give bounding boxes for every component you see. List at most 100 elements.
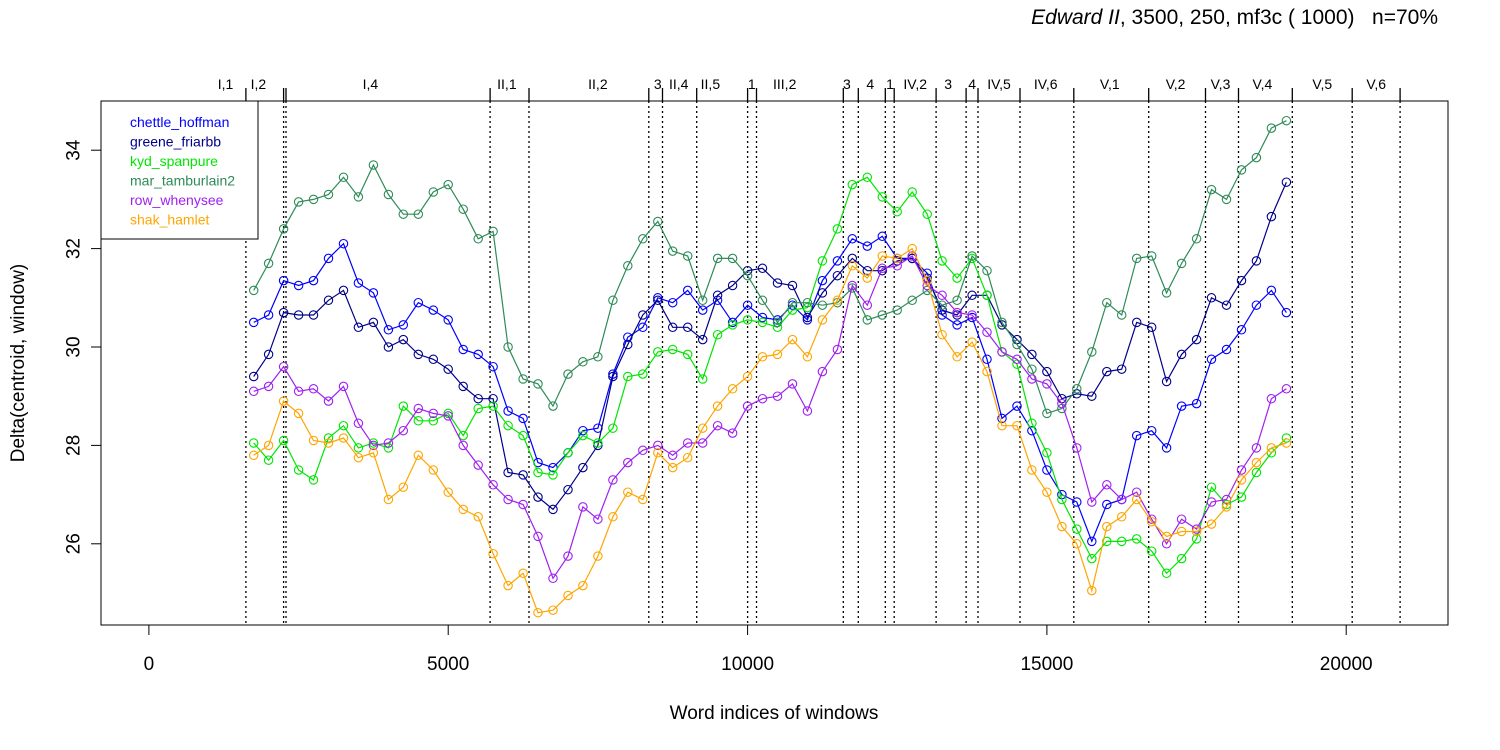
- data-point: [308, 475, 319, 485]
- data-point: [1012, 401, 1022, 411]
- data-point: [1161, 568, 1172, 579]
- data-point: [1176, 401, 1187, 411]
- data-point: [742, 371, 753, 382]
- data-point: [862, 315, 873, 325]
- data-point: [308, 384, 319, 394]
- data-point: [1206, 354, 1217, 365]
- data-point: [473, 512, 483, 522]
- series-line: [253, 255, 1287, 580]
- data-point: [1236, 275, 1247, 286]
- data-point: [787, 334, 798, 345]
- scene-label: I,4: [363, 76, 379, 92]
- data-point: [1102, 499, 1112, 510]
- data-point: [1176, 349, 1187, 360]
- data-point: [1206, 482, 1217, 492]
- data-point: [548, 573, 558, 584]
- data-point: [1221, 502, 1232, 512]
- data-point: [862, 300, 873, 310]
- x-tick-label: 5000: [427, 654, 469, 675]
- data-point: [488, 361, 498, 372]
- data-point: [1191, 534, 1202, 544]
- data-point: [1206, 184, 1217, 195]
- data-point: [1251, 300, 1262, 310]
- scene-label: V,6: [1366, 76, 1386, 92]
- data-point: [398, 334, 409, 345]
- data-point: [757, 352, 768, 362]
- data-point: [892, 253, 902, 264]
- scene-label: II,5: [701, 76, 721, 92]
- data-point: [1146, 514, 1157, 524]
- data-point: [263, 310, 274, 320]
- data-point: [608, 371, 618, 382]
- scene-label: 3: [654, 76, 662, 92]
- data-point: [1281, 177, 1292, 187]
- data-point: [697, 295, 708, 306]
- data-point: [563, 448, 573, 458]
- data-point: [578, 462, 588, 473]
- data-point: [1116, 364, 1127, 374]
- data-point: [368, 440, 379, 451]
- data-point: [1087, 347, 1097, 357]
- data-point: [787, 280, 798, 291]
- data-point: [638, 494, 648, 505]
- data-point: [817, 288, 828, 298]
- data-point: [982, 265, 992, 276]
- data-point: [413, 403, 424, 414]
- data-point: [383, 494, 394, 505]
- data-point: [248, 450, 259, 461]
- data-point: [1042, 408, 1052, 419]
- data-point: [353, 278, 364, 288]
- scene-label: IV,6: [1034, 76, 1058, 92]
- legend-entry: chettle_hoffman: [130, 114, 229, 130]
- data-point: [593, 551, 603, 561]
- data-point: [1057, 398, 1067, 409]
- y-tick-label: 26: [64, 533, 85, 554]
- scene-label: I,1: [218, 76, 234, 92]
- data-point: [1087, 553, 1097, 564]
- data-point: [1102, 297, 1112, 308]
- data-point: [667, 246, 678, 256]
- data-point: [623, 371, 633, 382]
- legend-entry: mar_tamburlain2: [130, 173, 235, 189]
- data-point: [892, 206, 902, 217]
- data-point: [353, 192, 364, 202]
- data-point: [428, 465, 439, 475]
- data-point: [1236, 475, 1247, 485]
- data-point: [473, 393, 483, 404]
- data-point: [1221, 344, 1232, 355]
- data-point: [368, 438, 379, 448]
- scene-label: V,4: [1253, 76, 1273, 92]
- data-point: [1146, 251, 1157, 261]
- x-axis: 0 5000 10000 15000 20000: [144, 624, 1373, 675]
- data-point: [518, 499, 528, 510]
- data-point: [608, 423, 618, 433]
- data-point: [877, 192, 888, 202]
- data-point: [892, 261, 902, 271]
- data-point: [1236, 492, 1247, 502]
- data-point: [1116, 536, 1127, 547]
- data-point: [1146, 425, 1157, 436]
- data-point: [787, 297, 798, 308]
- scene-label: II,2: [588, 76, 608, 92]
- data-point: [488, 393, 498, 404]
- data-point: [1251, 467, 1262, 478]
- data-point: [1131, 253, 1142, 264]
- data-point: [563, 369, 573, 379]
- data-point: [982, 327, 992, 337]
- data-point: [1281, 307, 1292, 318]
- data-point: [742, 300, 753, 310]
- data-point: [862, 241, 873, 251]
- data-point: [353, 418, 364, 429]
- data-point: [413, 297, 424, 308]
- data-point: [1072, 539, 1082, 549]
- data-point: [667, 462, 678, 473]
- data-point: [578, 425, 588, 436]
- data-point: [1027, 349, 1037, 360]
- data-point: [338, 172, 349, 183]
- data-point: [368, 448, 379, 458]
- scene-label: I,2: [251, 76, 267, 92]
- scene-label: 4: [866, 76, 874, 92]
- data-point: [982, 354, 992, 365]
- data-point: [937, 300, 947, 310]
- data-point: [578, 580, 588, 591]
